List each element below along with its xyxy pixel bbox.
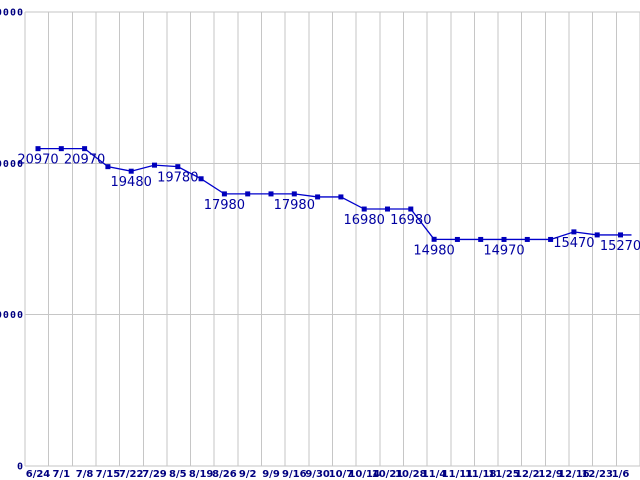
data-point-value-label: 19480	[111, 175, 152, 190]
data-point-marker	[361, 206, 367, 212]
data-point-marker	[152, 162, 157, 168]
x-axis-tick-label: 9/9	[262, 469, 280, 480]
data-point-value-label: 19780	[157, 171, 198, 186]
data-point-marker	[198, 176, 204, 182]
x-axis-tick-label: 12/23	[581, 469, 613, 480]
y-axis-tick-label: 30000	[0, 8, 24, 19]
data-point-value-label: 14980	[413, 243, 454, 258]
x-axis-tick-label: 9/16	[282, 469, 307, 480]
data-point-value-label: 20970	[64, 153, 105, 168]
x-axis-tick-label: 7/15	[96, 469, 121, 480]
x-axis-tick-label: 11/18	[465, 469, 497, 480]
data-point-marker	[175, 164, 181, 170]
data-point-marker	[618, 232, 623, 238]
data-point-marker	[478, 236, 484, 242]
data-point-value-label: 15470	[553, 236, 594, 251]
x-axis-tick-label: 7/8	[76, 469, 94, 480]
x-axis-tick-label: 6/24	[26, 469, 51, 480]
y-axis-tick-label: 10000	[0, 310, 24, 321]
data-point-marker	[408, 206, 414, 212]
data-point-marker	[105, 164, 111, 170]
data-point-marker	[454, 236, 460, 242]
data-point-value-label: 17980	[204, 198, 245, 213]
data-point-marker	[291, 191, 297, 197]
data-point-value-label: 17980	[274, 198, 315, 213]
data-point-marker	[128, 168, 134, 174]
data-point-marker	[571, 229, 577, 235]
data-point-marker	[385, 206, 390, 212]
data-point-marker	[82, 146, 88, 152]
data-point-marker	[245, 191, 251, 197]
x-axis-tick-label: 8/19	[189, 469, 214, 480]
x-axis-tick-label: 10/14	[348, 469, 380, 480]
data-point-marker	[338, 194, 344, 200]
data-point-value-label: 16980	[390, 213, 431, 228]
x-axis-tick-label: 10/7	[329, 469, 354, 480]
x-axis-tick-label: 8/26	[212, 469, 237, 480]
data-point-marker	[594, 232, 600, 238]
x-axis-tick-label: 10/21	[372, 469, 404, 480]
data-point-marker	[548, 236, 554, 242]
x-axis-tick-label: 11/25	[488, 469, 520, 480]
data-point-marker	[315, 194, 321, 200]
x-axis-tick-label: 7/29	[142, 469, 167, 480]
x-axis-tick-label: 9/2	[239, 469, 257, 480]
data-point-marker	[524, 236, 530, 242]
x-axis-tick-label: 7/1	[53, 469, 71, 480]
data-point-value-label: 16980	[344, 213, 385, 228]
data-point-marker	[501, 236, 507, 242]
data-point-value-label: 20970	[17, 153, 58, 168]
data-point-marker	[431, 236, 437, 242]
x-axis-tick-label: 9/30	[305, 469, 330, 480]
x-axis-tick-label: 12/9	[538, 469, 563, 480]
x-axis-tick-label: 8/5	[169, 469, 187, 480]
y-axis-tick-label: 20000	[0, 159, 24, 170]
x-axis-tick-label: 10/28	[395, 469, 427, 480]
data-point-marker	[221, 191, 227, 197]
data-point-value-label: 15270	[600, 239, 640, 254]
data-point-marker	[268, 191, 274, 197]
data-point-marker	[35, 146, 41, 152]
x-axis-tick-label: 11/11	[442, 469, 474, 480]
data-point-value-label: 14970	[483, 243, 524, 258]
x-axis-tick-label: 12/16	[558, 469, 590, 480]
x-axis-tick-label: 11/4	[422, 469, 447, 480]
x-axis-tick-label: 1/6	[612, 469, 630, 480]
x-axis-tick-label: 12/2	[515, 469, 540, 480]
y-axis-tick-label: 0	[17, 462, 24, 473]
x-axis-tick-label: 7/22	[119, 469, 144, 480]
data-point-marker	[58, 146, 64, 152]
